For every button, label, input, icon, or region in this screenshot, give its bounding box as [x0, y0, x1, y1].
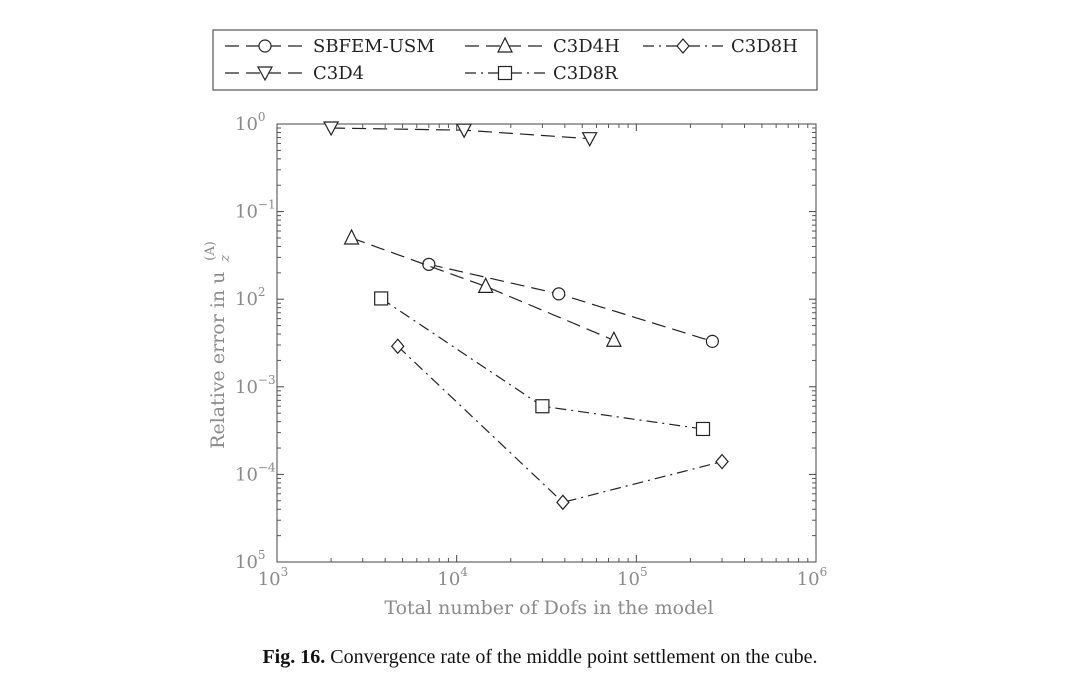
legend-label: SBFEM-USM — [313, 36, 435, 57]
data-point — [695, 421, 711, 437]
x-tick-label: 103 — [258, 565, 289, 590]
y-tick-label: 100 — [235, 110, 266, 135]
legend-marker — [256, 66, 274, 82]
legend-marker — [258, 39, 272, 53]
series-line — [428, 263, 713, 342]
data-point — [390, 338, 405, 355]
legend-entry: C3D8R — [465, 63, 618, 84]
series-line — [397, 345, 723, 503]
legend-marker — [676, 38, 690, 54]
y-axis-title: Relative error in u z(A) — [203, 241, 233, 449]
legend-entry: C3D4H — [465, 36, 620, 57]
legend-label: C3D4H — [553, 36, 620, 57]
data-point — [343, 228, 360, 245]
series-c3d8h — [390, 338, 729, 511]
legend-entry: SBFEM-USM — [225, 36, 435, 57]
series-sbfem-usm — [422, 257, 719, 348]
legend-label: C3D8R — [553, 63, 618, 84]
figure-caption: Fig. 16. Convergence rate of the middle … — [0, 646, 1080, 669]
legend-box — [212, 29, 818, 91]
data-point — [456, 123, 473, 139]
axes — [276, 123, 817, 563]
series-c3d8r — [374, 291, 711, 437]
x-tick-label: 104 — [437, 565, 468, 590]
data-point — [705, 334, 719, 348]
data-point — [477, 277, 494, 293]
series-c3d4h — [343, 228, 622, 347]
legend-entry: C3D8H — [643, 36, 798, 57]
y-tick-label: 10−3 — [235, 373, 276, 398]
tick-labels: 103 104 105 106 100 10−1 102 10−3 10−4 105 — [235, 110, 827, 590]
legend-entry: C3D4 — [225, 63, 364, 84]
y-tick-label: 10−4 — [235, 460, 276, 485]
data-point — [581, 132, 598, 147]
plot-frame — [276, 123, 817, 563]
y-tick-label: 10−1 — [235, 198, 276, 223]
y-tick-label: 102 — [235, 285, 266, 310]
series-line — [351, 237, 615, 341]
series-c3d4 — [323, 121, 598, 147]
data-point — [535, 399, 550, 414]
legend-label: C3D8H — [731, 36, 798, 57]
legend-marker — [497, 65, 513, 81]
data-point — [552, 287, 566, 301]
legend-label: C3D4 — [313, 63, 364, 84]
x-tick-label: 106 — [797, 565, 828, 590]
y-tick-label: 105 — [235, 548, 266, 573]
data-point — [605, 330, 622, 347]
series-layer — [323, 121, 729, 511]
legend: SBFEM-USM C3D4H C3D8H C3D4 C3D8R — [212, 29, 818, 91]
legend-marker — [497, 36, 513, 53]
figure-caption-text: Convergence rate of the middle point set… — [330, 646, 818, 668]
data-point — [715, 453, 729, 470]
data-point — [556, 494, 570, 511]
data-point — [422, 257, 436, 271]
x-axis-title: Total number of Dofs in the model — [384, 597, 713, 619]
data-point — [374, 291, 389, 306]
figure-label: Fig. 16. — [262, 646, 326, 668]
x-tick-label: 105 — [617, 565, 648, 590]
data-point — [323, 121, 340, 137]
